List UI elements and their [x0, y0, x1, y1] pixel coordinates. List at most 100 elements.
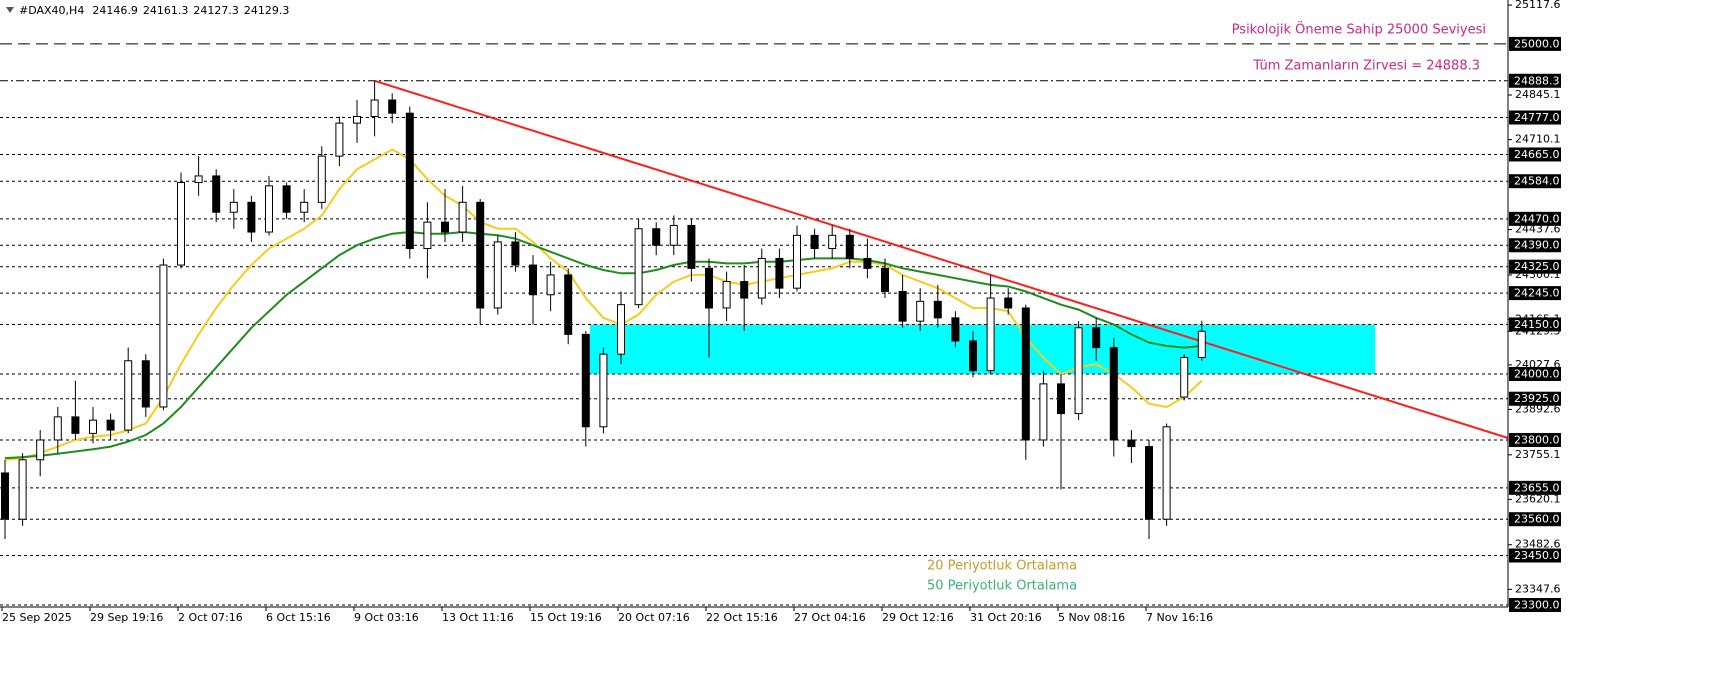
- candle-body: [775, 257, 784, 289]
- header-close: 24129.3: [244, 4, 290, 17]
- candle-body: [405, 112, 414, 250]
- level-label-box: [1509, 480, 1561, 495]
- candle-body: [18, 459, 27, 520]
- level-label: 25000.0: [1514, 37, 1560, 50]
- y-tick-label: 24710.1: [1515, 133, 1561, 146]
- legend-entry: 50 Periyotluk Ortalama: [927, 579, 1077, 594]
- level-label-box: [1509, 548, 1561, 563]
- level-label-box: [1509, 598, 1561, 613]
- level-label: 24000.0: [1514, 367, 1560, 380]
- moving-average: [4, 148, 1203, 461]
- candle-body: [1074, 327, 1083, 415]
- x-tick-label: 22 Oct 15:16: [706, 611, 778, 624]
- x-tick-label: 5 Nov 08:16: [1058, 611, 1125, 624]
- candle-body: [511, 241, 520, 266]
- trendline: [374, 79, 1509, 439]
- candle-body: [265, 185, 273, 233]
- level-label: 24245.0: [1514, 287, 1560, 300]
- candle-body: [757, 257, 766, 299]
- candle-body: [881, 267, 889, 292]
- level-label: 24150.0: [1514, 318, 1560, 331]
- level-label: 24325.0: [1514, 260, 1560, 273]
- level-label-box: [1509, 73, 1561, 88]
- level-label-box: [1509, 432, 1561, 447]
- header-open: 24146.9: [92, 4, 138, 17]
- candle-body: [933, 300, 942, 319]
- candle-body: [863, 257, 872, 269]
- candle-body: [845, 234, 854, 259]
- level-label: 23800.0: [1514, 433, 1560, 446]
- candle-body: [53, 416, 62, 441]
- candle-body: [36, 439, 45, 461]
- level-label-box: [1509, 317, 1561, 332]
- candle-body: [1, 472, 9, 520]
- annotation: Tüm Zamanların Zirvesi = 24888.3: [1252, 59, 1480, 74]
- candle-body: [1057, 383, 1065, 415]
- candle-body: [705, 267, 713, 309]
- candle-body: [740, 281, 749, 299]
- candle-body: [335, 122, 344, 157]
- candle-body: [1109, 347, 1118, 441]
- annotation: Psikolojik Öneme Sahip 25000 Seviyesi: [1232, 21, 1486, 38]
- candle-body: [581, 333, 590, 428]
- candle-body: [229, 201, 238, 213]
- symbol: #DAX40,H4: [19, 4, 84, 17]
- y-tick-label: 23347.6: [1515, 582, 1561, 595]
- level-label: 23925.0: [1514, 392, 1560, 405]
- candle-body: [212, 175, 221, 213]
- level-label: 24888.3: [1514, 74, 1560, 87]
- candle-body: [353, 116, 361, 124]
- candle-body: [177, 182, 185, 266]
- candle-body: [810, 234, 819, 250]
- candle-body: [546, 274, 555, 296]
- x-tick-label: 29 Sep 19:16: [90, 611, 163, 624]
- candle-body: [388, 99, 397, 114]
- level-label-box: [1509, 238, 1561, 253]
- candle-body: [652, 228, 661, 246]
- x-tick-label: 31 Oct 20:16: [970, 611, 1042, 624]
- candle-body: [986, 297, 995, 372]
- candle-body: [71, 416, 80, 434]
- level-label: 24777.0: [1514, 111, 1560, 124]
- level-label-box: [1509, 174, 1561, 189]
- candle-body: [247, 201, 256, 233]
- candle-body: [423, 221, 432, 250]
- level-label: 24390.0: [1514, 239, 1560, 252]
- candle-body: [476, 201, 485, 309]
- candle-body: [1004, 297, 1013, 309]
- candle-body: [141, 360, 150, 408]
- candle-body: [951, 317, 960, 342]
- y-tick-label: 23620.1: [1515, 492, 1561, 505]
- y-tick-label: 23482.6: [1515, 538, 1561, 551]
- x-tick-label: 7 Nov 16:16: [1146, 611, 1213, 624]
- candle-body: [564, 274, 573, 335]
- candle-body: [793, 234, 801, 289]
- candle-body: [1197, 330, 1206, 358]
- candle-body: [124, 360, 133, 431]
- candle-body: [282, 185, 291, 213]
- candle-body: [1162, 426, 1171, 520]
- header-high: 24161.3: [143, 4, 189, 17]
- candle-body: [317, 155, 326, 203]
- level-label: 24584.0: [1514, 175, 1560, 188]
- x-tick-label: 20 Oct 07:16: [618, 611, 690, 624]
- level-label: 24470.0: [1514, 212, 1560, 225]
- candle-body: [106, 419, 115, 431]
- y-tick-label: 24845.1: [1515, 88, 1561, 101]
- support-zone: [590, 324, 1375, 374]
- moving-average: [4, 230, 1202, 460]
- level-label: 23560.0: [1514, 513, 1560, 526]
- candle-body: [370, 99, 379, 118]
- candle-body: [669, 224, 678, 246]
- candle-body: [722, 281, 731, 309]
- level-label-box: [1509, 259, 1561, 274]
- candle-body: [1092, 327, 1101, 349]
- candle-body: [89, 419, 97, 434]
- x-tick-label: 9 Oct 03:16: [354, 611, 419, 624]
- candle-body: [916, 300, 925, 322]
- level-label: 23450.0: [1514, 549, 1560, 562]
- x-tick-label: 25 Sep 2025: [2, 611, 72, 624]
- candle-body: [1145, 446, 1153, 520]
